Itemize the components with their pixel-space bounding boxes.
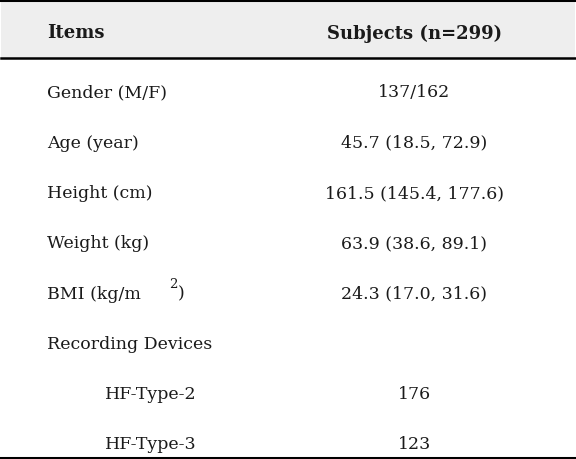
Text: 63.9 (38.6, 89.1): 63.9 (38.6, 89.1)	[341, 235, 487, 252]
Text: 176: 176	[397, 385, 431, 402]
Text: 123: 123	[397, 436, 431, 453]
Text: 137/162: 137/162	[378, 84, 450, 101]
Text: 45.7 (18.5, 72.9): 45.7 (18.5, 72.9)	[341, 134, 487, 151]
Text: 24.3 (17.0, 31.6): 24.3 (17.0, 31.6)	[341, 285, 487, 302]
Text: Subjects (n=299): Subjects (n=299)	[327, 24, 502, 42]
Text: ): )	[178, 285, 185, 302]
Text: 2: 2	[169, 278, 178, 291]
Text: BMI (kg/m: BMI (kg/m	[47, 285, 141, 302]
Text: Recording Devices: Recording Devices	[47, 335, 213, 352]
Text: Gender (M/F): Gender (M/F)	[47, 84, 167, 101]
Text: Weight (kg): Weight (kg)	[47, 235, 149, 252]
Text: HF-Type-2: HF-Type-2	[105, 385, 196, 402]
FancyBboxPatch shape	[1, 1, 575, 58]
Text: Height (cm): Height (cm)	[47, 185, 153, 202]
Text: Items: Items	[47, 24, 105, 42]
Text: HF-Type-3: HF-Type-3	[105, 436, 196, 453]
Text: Age (year): Age (year)	[47, 134, 139, 151]
Text: 161.5 (145.4, 177.6): 161.5 (145.4, 177.6)	[325, 185, 503, 202]
